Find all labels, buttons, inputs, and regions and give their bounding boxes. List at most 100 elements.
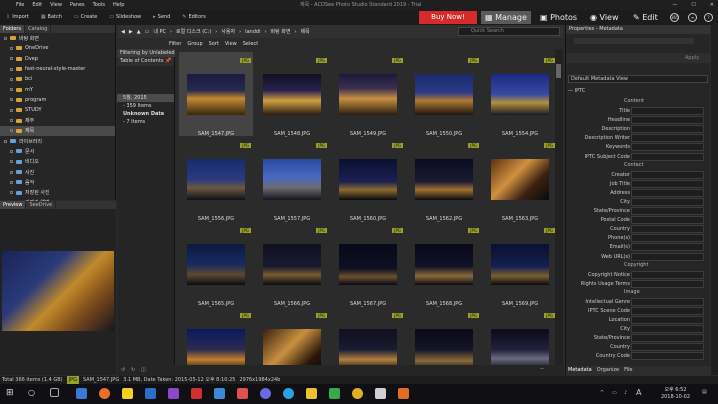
view-menu[interactable]: View [224, 40, 237, 47]
field-input[interactable] [631, 225, 704, 234]
create-button[interactable]: ▭ Create [74, 10, 97, 25]
notification-icon[interactable]: ▤ [702, 389, 707, 395]
folder-item[interactable]: 저장된 사진 [0, 187, 115, 197]
thumbnail-tile[interactable]: JPG [331, 307, 405, 371]
folder-item[interactable]: 비디오 [0, 157, 115, 167]
tab-seedrive[interactable]: SeeDrive [26, 201, 57, 209]
folder-checkbox[interactable] [10, 160, 13, 164]
tab-preview[interactable]: Preview [0, 201, 27, 209]
folder-item[interactable]: 라이브러리 [0, 136, 115, 146]
folder-checkbox[interactable] [10, 108, 13, 112]
folder-checkbox[interactable] [10, 88, 13, 92]
minimize-icon[interactable]: — [672, 2, 678, 8]
search-icon[interactable]: ○ [28, 388, 35, 397]
thumbnail-tile[interactable]: JPG [255, 307, 329, 371]
thumbnail-tile[interactable]: JPG SAM_1554.JPG [483, 52, 557, 137]
compare-icon[interactable]: ◫ [141, 367, 146, 373]
crumb-folder[interactable]: 제목 [300, 29, 310, 35]
thumbnail-tile[interactable]: JPG SAM_1550.JPG [407, 52, 481, 137]
crumb-user[interactable]: landdi [245, 28, 261, 35]
folder-item[interactable]: Dvep [0, 54, 115, 64]
properties-scrollbar[interactable] [711, 25, 718, 375]
thumbnail-tile[interactable]: JPG SAM_1568.JPG [407, 222, 481, 307]
thumbnail-tile[interactable]: JPG SAM_1567.JPG [331, 222, 405, 307]
folder-item[interactable]: 바탕 화면 [0, 33, 115, 43]
app-red-icon[interactable] [191, 388, 202, 399]
folder-item[interactable]: 사진 [0, 167, 115, 177]
folder-checkbox[interactable] [10, 180, 13, 184]
menu-file[interactable]: File [16, 2, 25, 8]
app-gallery-icon[interactable] [237, 388, 248, 399]
folder-checkbox[interactable] [10, 98, 13, 102]
folder-checkbox[interactable] [4, 139, 7, 143]
volume-icon[interactable]: ♪ [624, 390, 628, 396]
rating-label-strip[interactable] [574, 38, 694, 44]
field-input[interactable] [631, 134, 704, 143]
field-input[interactable] [631, 297, 704, 306]
folder-checkbox[interactable] [10, 149, 13, 153]
select-menu[interactable]: Select [242, 40, 259, 47]
field-input[interactable] [631, 216, 704, 225]
up-icon[interactable]: ▲ [136, 28, 141, 35]
forward-icon[interactable]: ▶ [128, 28, 133, 35]
photos-mode-button[interactable]: ▣ Photos [540, 11, 577, 24]
slideshow-button[interactable]: ▭ Slideshow [109, 10, 141, 25]
field-input[interactable] [631, 316, 704, 324]
thumbnail-tile[interactable]: JPG [483, 307, 557, 371]
field-input[interactable] [631, 234, 704, 243]
grid-scroll-thumb[interactable] [556, 64, 561, 78]
app-white-icon[interactable] [375, 388, 386, 399]
kakaotalk-icon[interactable] [122, 388, 133, 399]
rotate-right-icon[interactable]: ↻ [131, 367, 136, 373]
thumbnail-tile[interactable]: JPG SAM_1548.JPG [255, 52, 329, 137]
field-input[interactable] [631, 334, 704, 343]
folder-checkbox[interactable] [10, 67, 13, 71]
import-button[interactable]: ⇩ Import [6, 10, 29, 25]
thumbnail-tile[interactable]: JPG SAM_1547.JPG [179, 52, 253, 137]
folder-checkbox[interactable] [10, 191, 13, 195]
folder-item[interactable]: program [0, 95, 115, 105]
apply-button[interactable]: Apply [685, 55, 700, 61]
field-input[interactable] [631, 306, 704, 315]
crumb-users[interactable]: 사용자 [221, 29, 236, 35]
field-input[interactable] [631, 252, 704, 261]
folder-item[interactable]: 문서 [0, 146, 115, 156]
tab-metadata[interactable]: Metadata [568, 367, 592, 373]
filter-menu[interactable]: Filter [169, 40, 182, 47]
thumbnail-tile[interactable]: JPG [179, 307, 253, 371]
folder-checkbox[interactable] [4, 36, 7, 40]
toc-row-date[interactable]: 5월, 2015 [117, 94, 174, 102]
file-explorer-icon[interactable] [306, 388, 317, 399]
folder-checkbox[interactable] [10, 57, 13, 61]
firefox-icon[interactable] [99, 388, 110, 399]
pin-icon[interactable]: 📌 [165, 58, 172, 64]
tab-catalog[interactable]: Catalog [25, 25, 52, 33]
folder-item[interactable]: 음악 [0, 177, 115, 187]
group-menu[interactable]: Group [187, 40, 203, 47]
visual-studio-icon[interactable] [168, 388, 179, 399]
quick-search-input[interactable]: Quick Search [458, 27, 560, 36]
field-input[interactable] [631, 179, 704, 188]
onedrive-icon[interactable] [145, 388, 156, 399]
network-icon[interactable]: ▭ [612, 390, 617, 396]
field-input[interactable] [631, 170, 704, 179]
thumbnail-tile[interactable]: JPG SAM_1565.JPG [179, 222, 253, 307]
folder-item[interactable]: STUDY [0, 105, 115, 115]
365-button[interactable]: 365 [670, 13, 679, 22]
folder-checkbox[interactable] [10, 77, 13, 81]
field-input[interactable] [631, 343, 704, 352]
thumbnail-tile[interactable]: JPG SAM_1566.JPG [255, 222, 329, 307]
thumbnail-tile[interactable]: JPG SAM_1557.JPG [255, 137, 329, 222]
thumbnail-tile[interactable]: JPG SAM_1563.JPG [483, 137, 557, 222]
ime-icon[interactable]: A [636, 388, 642, 397]
field-input[interactable] [631, 116, 704, 125]
folder-checkbox[interactable] [10, 46, 13, 50]
tab-organize[interactable]: Organize [596, 367, 620, 373]
menu-edit[interactable]: Edit [32, 2, 43, 8]
field-input[interactable] [631, 270, 704, 279]
iptc-group[interactable]: — IPTC [568, 88, 586, 94]
field-input[interactable] [631, 152, 704, 161]
tab-file[interactable]: File [624, 367, 633, 373]
thumbnail-tile[interactable]: JPG SAM_1562.JPG [407, 137, 481, 222]
crumb-disk[interactable]: 로컬 디스크 (C:) [176, 29, 212, 35]
